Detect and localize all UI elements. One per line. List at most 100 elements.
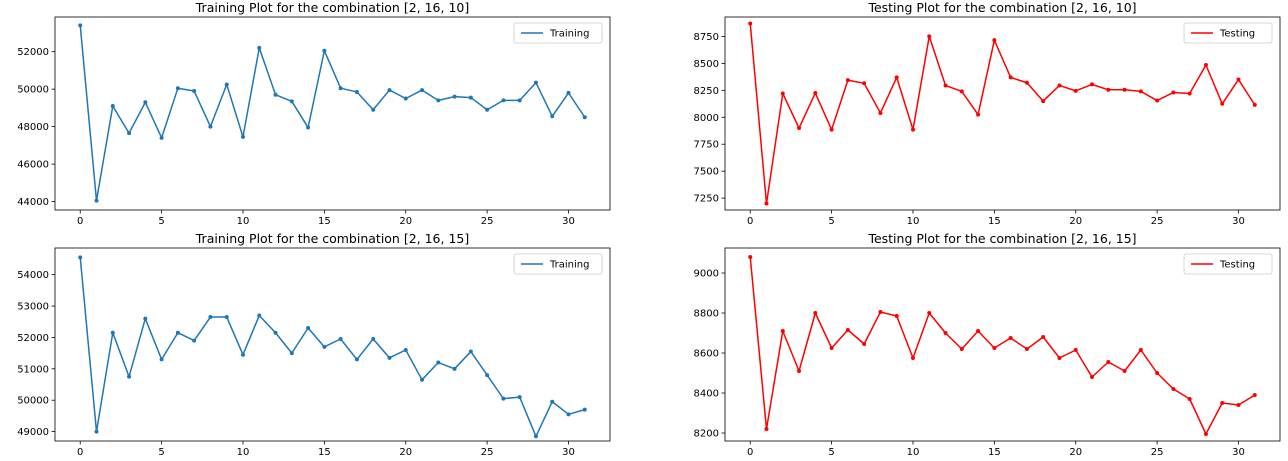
data-point [192,89,197,94]
y-tick-label: 9000 [694,269,719,280]
legend: Training [513,253,603,275]
x-tick-label: 25 [1151,216,1164,227]
legend-box [1183,22,1273,44]
data-point [78,23,83,28]
y-tick-label: 7500 [694,167,719,178]
data-point [829,346,834,350]
data-point [1073,88,1078,93]
y-tick-label: 51000 [17,364,49,375]
subplot-3: Training Plot for the combination [2, 16… [17,231,611,458]
data-point [452,94,457,99]
x-tick-label: 25 [481,216,494,227]
y-tick-label: 54000 [17,270,49,281]
data-point [240,352,245,357]
data-point [257,45,262,50]
data-point [371,107,376,112]
data-point [1171,90,1176,95]
data-point [127,374,132,379]
data-point [436,360,441,365]
y-tick-label: 8000 [694,113,719,124]
x-tick-label: 20 [1069,216,1082,227]
y-tick-label: 7750 [694,140,719,151]
y-tick-label: 7250 [694,194,719,205]
x-tick-label: 15 [988,447,1001,458]
data-point [420,88,425,93]
data-point [485,373,490,378]
x-tick-label: 20 [399,447,412,458]
y-tick-label: 8200 [694,429,719,440]
data-point [322,48,327,53]
data-point [748,21,753,26]
chart-title: Training Plot for the combination [2, 16… [195,231,470,246]
data-point [910,127,915,132]
data-point [78,255,83,260]
data-point [110,104,115,109]
data-point [992,346,997,350]
data-point [1203,432,1208,436]
x-tick-label: 5 [158,447,164,458]
data-point [582,115,587,120]
data-point [192,338,197,343]
data-point [224,315,229,320]
data-point [94,198,99,203]
data-point [829,127,834,132]
data-point [845,78,850,83]
x-tick-label: 25 [481,447,494,458]
data-point [485,107,490,112]
data-point [878,310,883,314]
data-point [1138,348,1143,352]
data-point [976,112,981,117]
data-point [94,429,99,434]
y-tick-label: 8750 [694,32,719,43]
data-point [813,91,818,96]
data-point [797,126,802,131]
data-point [748,255,753,259]
series-line-training [79,25,586,202]
data-point [159,357,164,362]
data-point [1220,401,1225,405]
data-point [1106,360,1111,364]
data-point [501,98,506,103]
data-point [371,337,376,342]
data-point [1122,87,1127,92]
y-tick-label: 49000 [17,427,49,438]
x-tick-label: 10 [237,216,250,227]
data-point [943,83,948,88]
x-tick-label: 10 [907,216,920,227]
legend: Testing [1183,253,1273,275]
legend-label: Testing [1219,29,1255,40]
subplot-2: Testing Plot for the combination [2, 16,… [694,0,1281,227]
data-point [1041,335,1046,339]
data-point [517,98,522,103]
data-point [289,351,294,356]
data-point [208,124,213,129]
data-point [862,342,867,346]
chart-title: Training Plot for the combination [2, 16… [195,0,470,15]
x-tick-label: 0 [77,216,83,227]
data-point [127,131,132,136]
data-point [436,98,441,103]
data-point [501,396,506,401]
data-point [403,96,408,101]
axes-frame [724,247,1281,442]
data-point [550,399,555,404]
y-tick-label: 50000 [17,85,49,96]
data-point [582,407,587,412]
data-point [927,311,932,315]
data-point [468,95,473,100]
y-tick-label: 50000 [17,396,49,407]
x-tick-label: 15 [988,216,1001,227]
data-point [420,377,425,382]
series-line-training [79,257,585,438]
data-point [878,110,883,115]
data-point [159,135,164,140]
x-tick-label: 30 [1232,447,1245,458]
data-point [976,329,981,333]
x-tick-label: 0 [747,447,753,458]
data-point [862,81,867,86]
data-point [533,80,538,85]
data-point [1008,336,1013,340]
data-point [1024,80,1029,85]
x-tick-label: 30 [562,216,575,227]
